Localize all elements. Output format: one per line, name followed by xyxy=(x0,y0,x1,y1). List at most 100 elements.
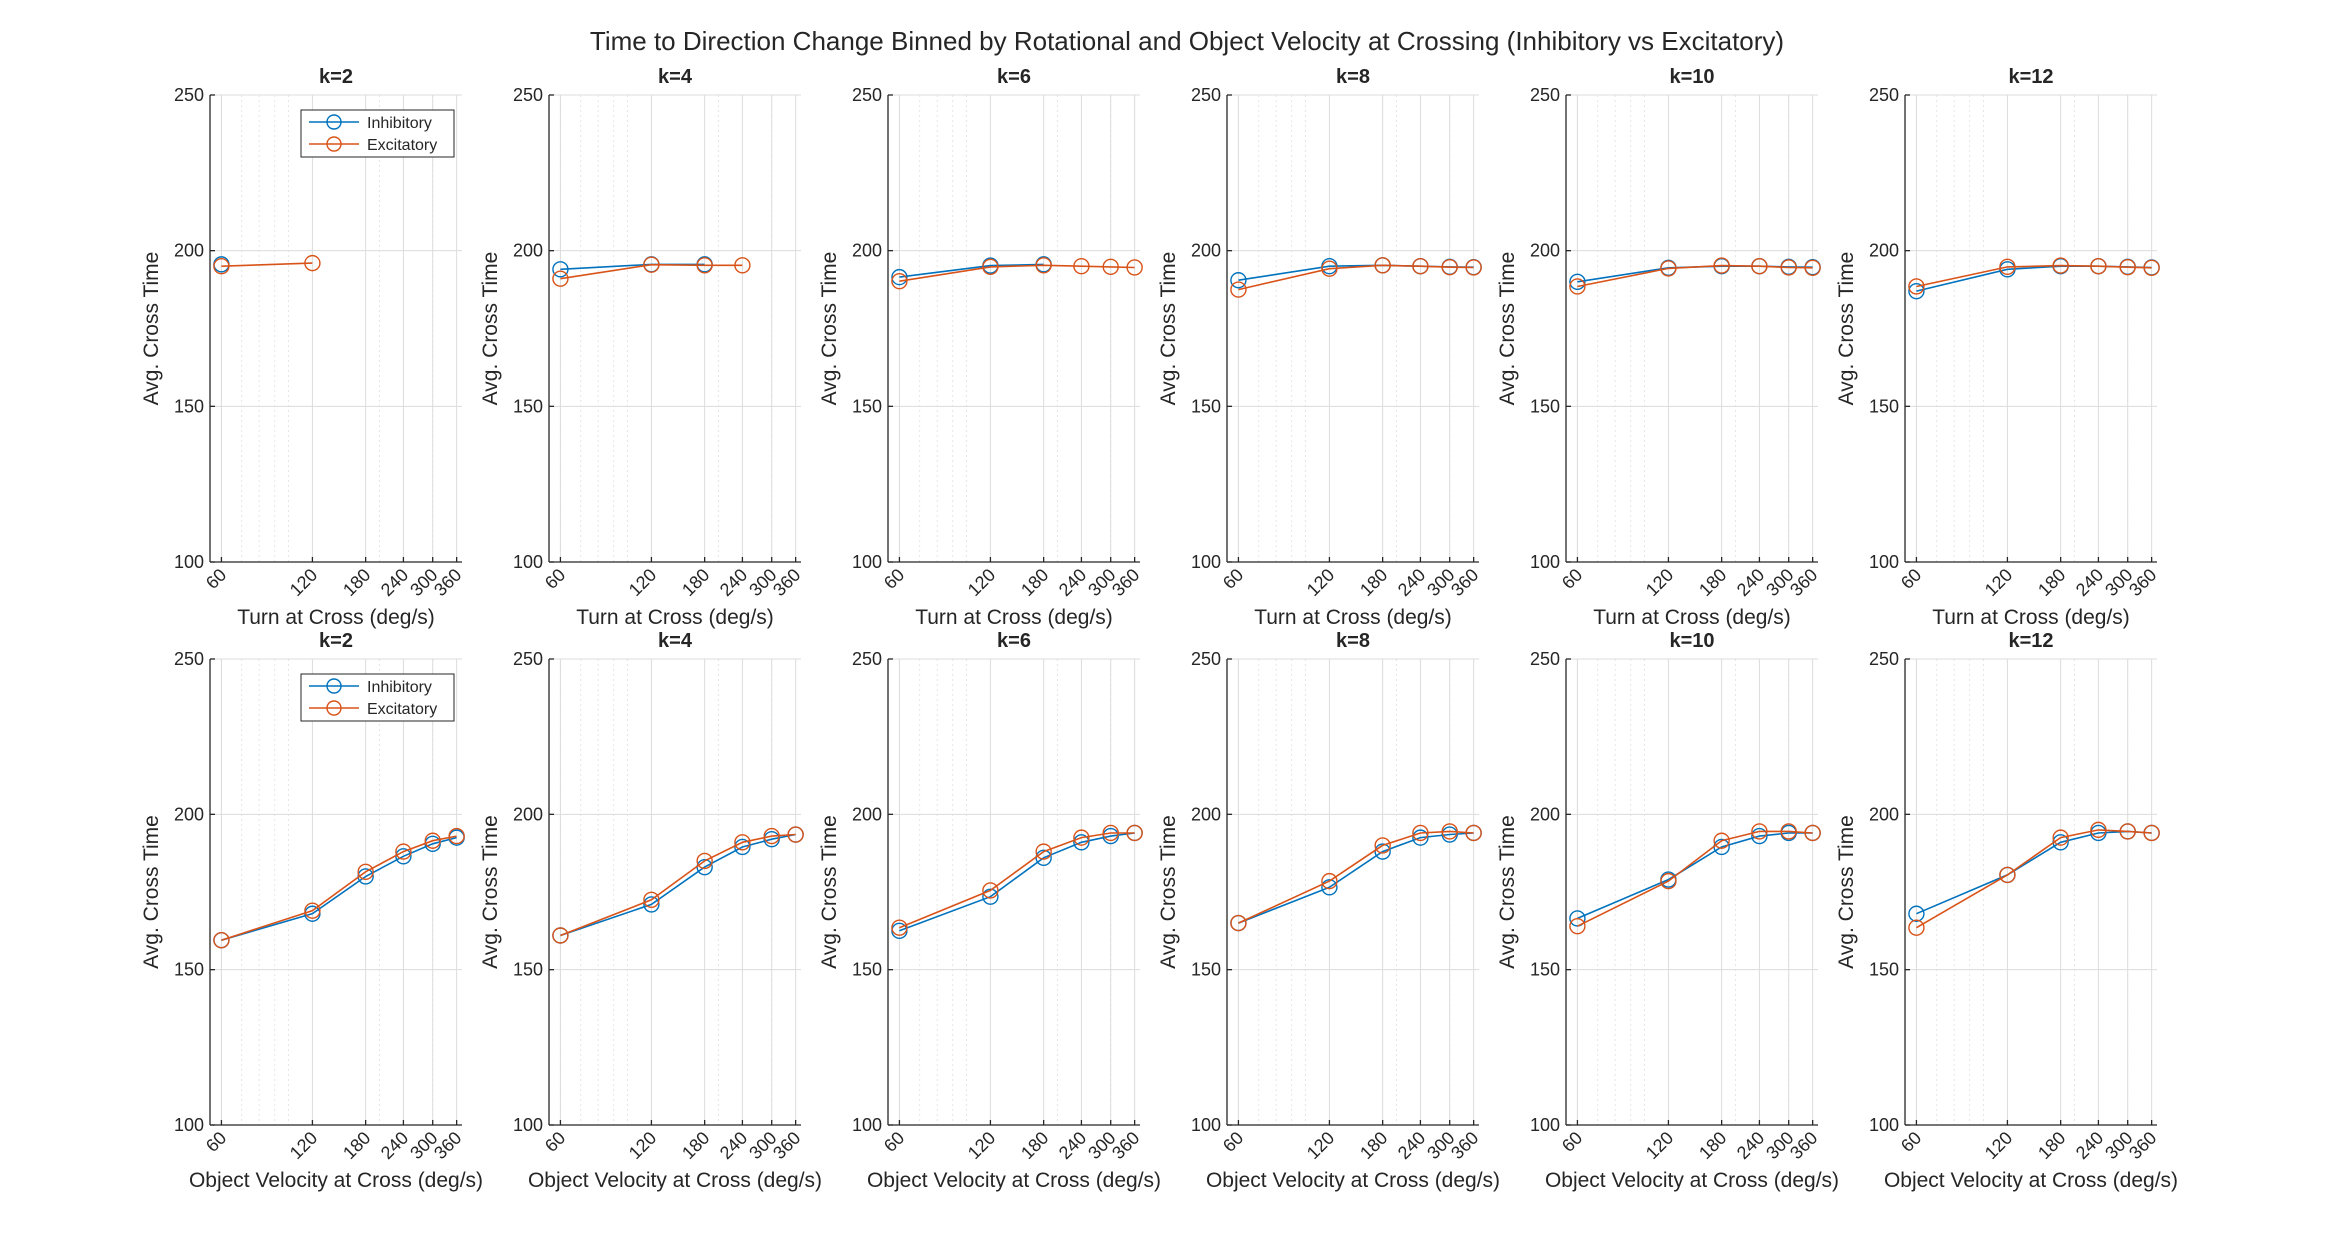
data-point-excitatory xyxy=(213,931,230,949)
panel-title: k=10 xyxy=(1669,630,1714,652)
data-point-excitatory xyxy=(1713,832,1730,849)
y-axis-label: Avg. Cross Time xyxy=(1496,815,1519,969)
y-tick-label: 150 xyxy=(852,396,882,416)
series-line-excitatory xyxy=(560,263,743,280)
y-tick-label: 100 xyxy=(852,1115,882,1135)
y-tick-label: 200 xyxy=(852,241,882,261)
legend-label-excitatory: Excitatory xyxy=(367,701,437,718)
data-point-inhibitory xyxy=(1751,827,1768,845)
data-point-excitatory xyxy=(1230,914,1247,932)
legend-box xyxy=(300,109,455,158)
series-line-excitatory xyxy=(1577,264,1813,288)
data-point-excitatory xyxy=(787,826,804,843)
legend-marker-excitatory xyxy=(326,136,342,152)
legend-marker-inhibitory xyxy=(326,678,342,694)
series-line-excitatory xyxy=(1915,829,2152,929)
data-point-inhibitory xyxy=(891,268,908,286)
y-tick-label: 200 xyxy=(513,804,543,824)
series-line-excitatory xyxy=(1238,830,1474,924)
data-point-excitatory xyxy=(1035,257,1052,274)
data-point-excitatory xyxy=(2119,823,2136,840)
data-point-excitatory xyxy=(1804,259,1821,276)
data-point-inhibitory xyxy=(1073,834,1090,851)
y-tick-label: 150 xyxy=(1869,960,1899,980)
data-point-excitatory xyxy=(891,272,908,290)
series-line-excitatory xyxy=(1577,830,1813,927)
panel-title: k=8 xyxy=(1336,66,1370,88)
y-tick-label: 250 xyxy=(1869,85,1899,105)
data-point-excitatory xyxy=(2143,824,2160,842)
y-tick-label: 250 xyxy=(174,85,204,105)
y-tick-label: 250 xyxy=(513,649,543,669)
y-tick-label: 200 xyxy=(1530,241,1560,261)
y-tick-label: 250 xyxy=(1191,649,1221,669)
y-axis-label: Avg. Cross Time xyxy=(479,252,502,406)
y-tick-label: 250 xyxy=(1530,85,1560,105)
x-axis-label: Object Velocity at Cross (deg/s) xyxy=(528,1169,822,1192)
data-point-excitatory xyxy=(891,919,908,936)
data-point-excitatory xyxy=(1321,260,1338,277)
data-point-excitatory xyxy=(304,902,321,919)
panel-title: k=10 xyxy=(1669,66,1714,88)
y-axis-label: Avg. Cross Time xyxy=(1835,252,1858,406)
data-point-excitatory xyxy=(1126,824,1143,842)
series-line-inhibitory xyxy=(560,833,796,937)
y-tick-label: 150 xyxy=(852,960,882,980)
data-point-inhibitory xyxy=(1374,843,1391,860)
data-point-excitatory xyxy=(1465,824,1482,842)
y-tick-label: 150 xyxy=(513,396,543,416)
data-point-excitatory xyxy=(2090,821,2107,839)
series-line-excitatory xyxy=(560,833,796,937)
data-point-excitatory xyxy=(734,257,751,274)
y-tick-label: 250 xyxy=(852,85,882,105)
legend-label-inhibitory: Inhibitory xyxy=(367,115,432,132)
y-tick-label: 200 xyxy=(852,804,882,824)
y-axis-label: Avg. Cross Time xyxy=(1496,252,1519,406)
data-point-excitatory xyxy=(1073,829,1090,846)
y-axis-label: Avg. Cross Time xyxy=(1157,252,1180,406)
data-point-excitatory xyxy=(448,827,465,845)
legend: Inhibitory Excitatory xyxy=(300,673,455,722)
x-axis-label: Object Velocity at Cross (deg/s) xyxy=(1206,1169,1500,1192)
data-point-excitatory xyxy=(1374,837,1391,854)
data-point-excitatory xyxy=(1780,823,1797,840)
x-axis-label: Turn at Cross (deg/s) xyxy=(915,606,1113,629)
series-line-excitatory xyxy=(899,264,1135,282)
data-point-inhibitory xyxy=(982,888,999,905)
series-line-excitatory xyxy=(899,832,1135,929)
panel-title: k=6 xyxy=(997,630,1031,652)
series-line-inhibitory xyxy=(1238,832,1474,924)
x-axis-label: Object Velocity at Cross (deg/s) xyxy=(867,1169,1161,1192)
y-tick-label: 150 xyxy=(174,396,204,416)
panel-title: k=8 xyxy=(1336,630,1370,652)
y-tick-label: 100 xyxy=(1191,1115,1221,1135)
data-point-excitatory xyxy=(1713,257,1730,274)
x-axis-label: Object Velocity at Cross (deg/s) xyxy=(1884,1169,2178,1192)
data-point-excitatory xyxy=(395,843,412,860)
panel-title: k=4 xyxy=(658,66,693,88)
x-axis-label: Turn at Cross (deg/s) xyxy=(237,606,435,629)
y-tick-label: 100 xyxy=(1869,1115,1899,1135)
y-tick-label: 200 xyxy=(513,241,543,261)
data-point-excitatory xyxy=(1102,824,1119,842)
data-point-excitatory xyxy=(2143,259,2160,276)
panel-title: k=2 xyxy=(319,630,353,652)
y-tick-label: 100 xyxy=(1191,552,1221,572)
data-point-excitatory xyxy=(304,254,321,272)
data-point-excitatory xyxy=(1999,866,2016,884)
data-point-excitatory xyxy=(982,258,999,276)
x-axis-label: Turn at Cross (deg/s) xyxy=(1593,606,1791,629)
data-point-excitatory xyxy=(1660,260,1677,277)
data-point-excitatory xyxy=(2119,258,2136,276)
data-point-excitatory xyxy=(696,257,713,274)
data-point-excitatory xyxy=(1321,872,1338,890)
y-tick-label: 100 xyxy=(1869,552,1899,572)
data-point-excitatory xyxy=(1908,919,1925,936)
data-point-excitatory xyxy=(2090,258,2107,275)
data-point-inhibitory xyxy=(1412,829,1429,846)
y-tick-label: 100 xyxy=(513,1115,543,1135)
